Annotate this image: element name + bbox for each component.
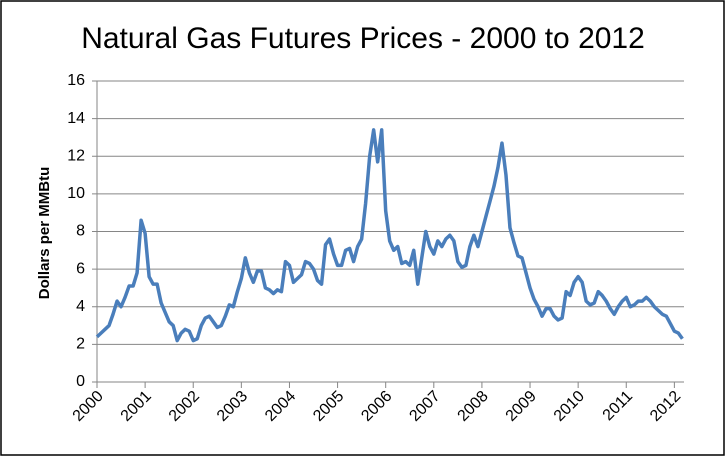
y-tick-label: 6	[76, 260, 85, 277]
y-tick-label: 8	[76, 223, 85, 240]
y-tick-label: 14	[67, 110, 85, 127]
y-tick-label: 2	[76, 336, 85, 353]
y-tick-label: 0	[76, 373, 85, 390]
y-tick-label: 16	[67, 72, 85, 89]
y-tick-label: 4	[76, 298, 85, 315]
y-tick-label: 12	[67, 147, 85, 164]
y-axis-label: Dollars per MMBtu	[36, 167, 53, 300]
chart-title: Natural Gas Futures Prices - 2000 to 201…	[81, 22, 645, 55]
price-line	[95, 128, 684, 343]
y-tick-label: 10	[67, 185, 85, 202]
